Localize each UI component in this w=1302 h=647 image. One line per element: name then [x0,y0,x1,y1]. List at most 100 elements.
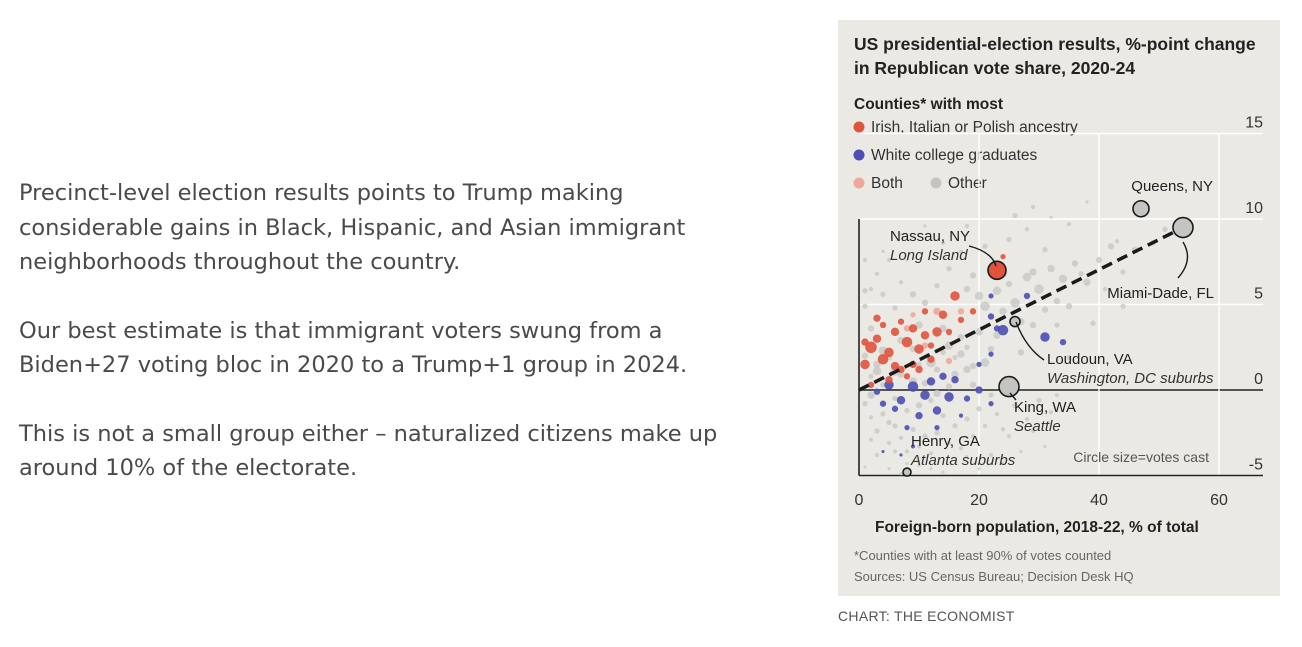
trend-line [858,225,1184,392]
y-tick-label: 5 [1254,286,1263,303]
data-point [976,406,982,412]
data-point [1078,271,1084,277]
data-point [908,324,918,333]
data-point [867,325,875,332]
data-point [1048,410,1054,415]
data-point [1047,264,1055,273]
data-point [868,287,874,292]
data-point [928,451,934,456]
paragraph-1: Precinct-level election results points t… [19,180,686,275]
data-point [1010,298,1020,308]
data-point [1012,402,1018,409]
data-point [896,396,906,405]
footnote: *Counties with at least 90% of votes cou… [854,548,1111,563]
data-point [1162,226,1168,232]
data-point [993,331,1001,339]
data-point [881,449,885,454]
annotation-subtitle: Long Island [890,247,968,264]
data-point [1053,297,1061,305]
data-point [1001,461,1005,466]
data-point [914,344,924,354]
data-point [907,381,919,392]
data-point [963,395,971,402]
data-point [965,455,969,459]
paragraph-3: This is not a small group either – natur… [19,420,718,482]
data-point [922,433,928,439]
data-point [1030,428,1036,434]
data-point [975,328,983,336]
y-tick-label: -5 [1249,457,1263,474]
data-point [1043,444,1047,449]
data-point [969,362,977,370]
x-tick-label: 0 [855,492,864,509]
data-point [915,365,923,374]
legend-marker [853,177,865,189]
data-point [941,470,945,474]
data-point [891,405,899,412]
data-point [1023,292,1031,300]
data-point [997,324,1009,336]
data-point [890,361,900,371]
data-point [932,327,942,337]
data-point [946,265,952,272]
data-point [940,413,946,419]
data-point [898,280,904,285]
data-point [903,373,911,380]
data-point [974,291,984,301]
data-point [1085,200,1089,204]
data-point [950,291,960,301]
data-point [988,452,994,458]
data-point [952,423,958,429]
data-point [1120,303,1126,309]
highlight-circle [998,375,1020,398]
data-point [920,331,930,340]
legend-label: White college graduates [871,147,1038,164]
data-point [868,437,874,442]
annotation-subtitle: Washington, DC suburbs [1047,370,1214,387]
data-point [921,380,929,387]
annotation-subtitle: Atlanta suburbs [910,452,1016,469]
data-point [1030,204,1036,210]
data-point [910,444,916,449]
legend-label: Both [871,175,903,192]
data-point [994,411,1000,417]
annotation-label: Queens, NY [1131,178,1213,195]
data-point [862,401,868,407]
data-point [1071,260,1079,267]
annotation-label: Henry, GA [911,433,980,450]
data-point [1049,215,1053,219]
data-point [958,413,964,418]
legend-label: Other [948,175,987,192]
data-point [988,392,994,398]
annotation-subtitle: Seattle [1014,418,1061,435]
y-tick-label: 15 [1245,115,1263,132]
data-point [964,223,970,228]
data-point [927,355,935,363]
annotations: Queens, NY Nassau, NY Long Island Miami-Dad… [890,178,1214,477]
data-point [860,359,870,370]
data-point [1000,253,1006,260]
data-point [904,407,910,414]
data-point [933,389,941,398]
y-tick-label: 10 [1245,200,1263,217]
data-point [934,430,940,436]
grid: -5 0 5 10 15 0 20 40 60 [855,115,1264,510]
data-point [905,461,909,466]
data-point [886,419,892,426]
data-point [1040,332,1050,342]
data-point [933,366,941,373]
data-point [910,312,916,318]
data-point [1036,397,1042,403]
data-point [905,258,909,262]
data-point [945,383,953,390]
data-point [929,467,933,471]
data-point [977,467,981,471]
data-point [1058,274,1068,284]
data-point [940,240,946,246]
data-point [903,325,911,332]
data-point [874,452,880,458]
data-point [970,434,976,439]
data-point [1029,268,1037,276]
data-point [969,381,977,389]
data-point [957,350,965,358]
